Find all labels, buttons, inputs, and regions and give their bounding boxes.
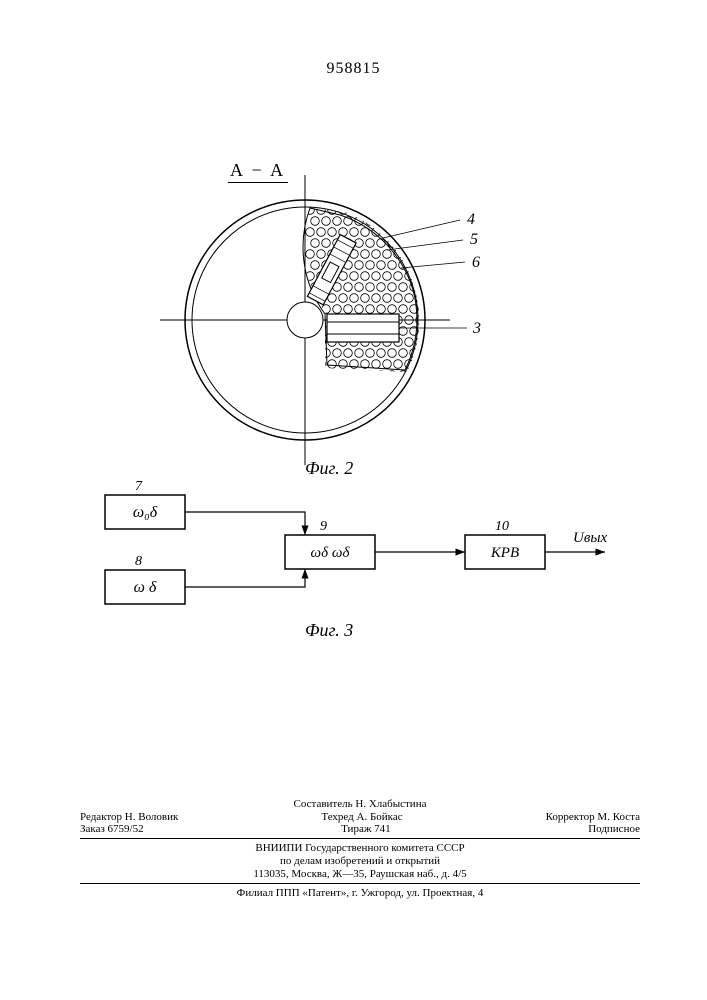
- footer-tech: Техред А. Бойкас: [321, 811, 402, 823]
- page: 958815 А − А: [0, 0, 707, 1000]
- block-8-num: 8: [135, 554, 142, 569]
- callout-4: 4: [467, 211, 475, 228]
- callout-6: 6: [472, 254, 480, 271]
- footer-org1: ВНИИПИ Государственного комитета СССР: [80, 842, 640, 854]
- footer-order: Заказ 6759/52: [80, 823, 144, 835]
- footer-subscription: Подписное: [588, 823, 640, 835]
- arrow-7-9: [185, 512, 305, 535]
- footer-org3: 113035, Москва, Ж—35, Раушская наб., д. …: [80, 868, 640, 880]
- block-10-text: КРВ: [490, 545, 519, 561]
- figure-3: ω₀δ 7 ω δ 8 ωδ ωδ 9 КРВ 10 Uвых: [95, 480, 635, 650]
- figure-2: 4 5 6 3: [145, 170, 565, 470]
- figure-3-label: Фиг. 3: [305, 620, 353, 641]
- output-label: Uвых: [573, 530, 608, 546]
- block-7-num: 7: [135, 480, 143, 494]
- element-3-box: [327, 314, 399, 342]
- block-8-text: ω δ: [134, 579, 157, 596]
- block-9-num: 9: [320, 519, 327, 534]
- arrow-8-9: [185, 569, 305, 587]
- block-9-text: ωδ ωδ: [311, 545, 351, 561]
- document-number: 958815: [0, 60, 707, 78]
- footer-editor: Редактор Н. Воловик: [80, 811, 178, 823]
- footer-compiler: Составитель Н. Хлабыстина: [80, 798, 640, 810]
- footer-colophon: Составитель Н. Хлабыстина Редактор Н. Во…: [80, 798, 640, 900]
- footer-circulation: Тираж 741: [341, 823, 391, 835]
- footer-corrector: Корректор М. Коста: [546, 811, 640, 823]
- callout-3: 3: [472, 320, 481, 337]
- block-7-text: ω₀δ: [133, 504, 158, 521]
- footer-org4: Филиал ППП «Патент», г. Ужгород, ул. Про…: [80, 887, 640, 899]
- footer-org2: по делам изобретений и открытий: [80, 855, 640, 867]
- block-10-num: 10: [495, 519, 509, 534]
- callout-5: 5: [470, 231, 478, 248]
- figure-2-label: Фиг. 2: [305, 458, 353, 479]
